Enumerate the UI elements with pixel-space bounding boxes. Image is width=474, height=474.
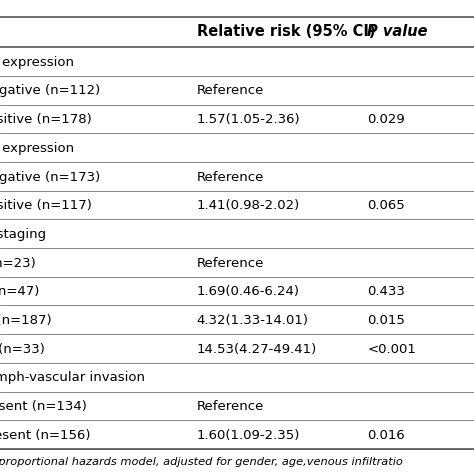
Text: Reference: Reference <box>197 400 264 413</box>
Text: Relative risk (95% CI): Relative risk (95% CI) <box>197 25 375 39</box>
Text: ox proportional hazards model, adjusted for gender, age,venous infiltratio: ox proportional hazards model, adjusted … <box>0 457 403 467</box>
Text: M staging: M staging <box>0 228 46 241</box>
Text: Reference: Reference <box>197 84 264 98</box>
Text: IV (n=33): IV (n=33) <box>0 343 45 356</box>
Text: Reference: Reference <box>197 171 264 183</box>
Text: 0.029: 0.029 <box>367 113 405 126</box>
Text: 1.57(1.05-2.36): 1.57(1.05-2.36) <box>197 113 301 126</box>
Text: Present (n=156): Present (n=156) <box>0 428 91 442</box>
Text: Positive (n=117): Positive (n=117) <box>0 199 92 212</box>
Text: 1.60(1.09-2.35): 1.60(1.09-2.35) <box>197 428 300 442</box>
Text: 1.69(0.46-6.24): 1.69(0.46-6.24) <box>197 285 300 298</box>
Text: 1.41(0.98-2.02): 1.41(0.98-2.02) <box>197 199 300 212</box>
Text: Positive (n=178): Positive (n=178) <box>0 113 92 126</box>
Text: P value: P value <box>367 25 428 39</box>
Text: 0.433: 0.433 <box>367 285 405 298</box>
Text: 4.32(1.33-14.01): 4.32(1.33-14.01) <box>197 314 309 327</box>
Text: <0.001: <0.001 <box>367 343 416 356</box>
Text: II (n=47): II (n=47) <box>0 285 39 298</box>
Text: 24 expression: 24 expression <box>0 142 74 155</box>
Text: Negative (n=112): Negative (n=112) <box>0 84 100 98</box>
Text: Reference: Reference <box>197 256 264 270</box>
Text: III (n=187): III (n=187) <box>0 314 52 327</box>
Text: Lymph-vascular invasion: Lymph-vascular invasion <box>0 371 145 384</box>
Text: 44 expression: 44 expression <box>0 56 74 69</box>
Text: 0.015: 0.015 <box>367 314 405 327</box>
Text: Negative (n=173): Negative (n=173) <box>0 171 100 183</box>
Text: I (n=23): I (n=23) <box>0 256 36 270</box>
Text: 0.065: 0.065 <box>367 199 405 212</box>
Text: 0.016: 0.016 <box>367 428 405 442</box>
Text: Absent (n=134): Absent (n=134) <box>0 400 87 413</box>
Text: 14.53(4.27-49.41): 14.53(4.27-49.41) <box>197 343 317 356</box>
